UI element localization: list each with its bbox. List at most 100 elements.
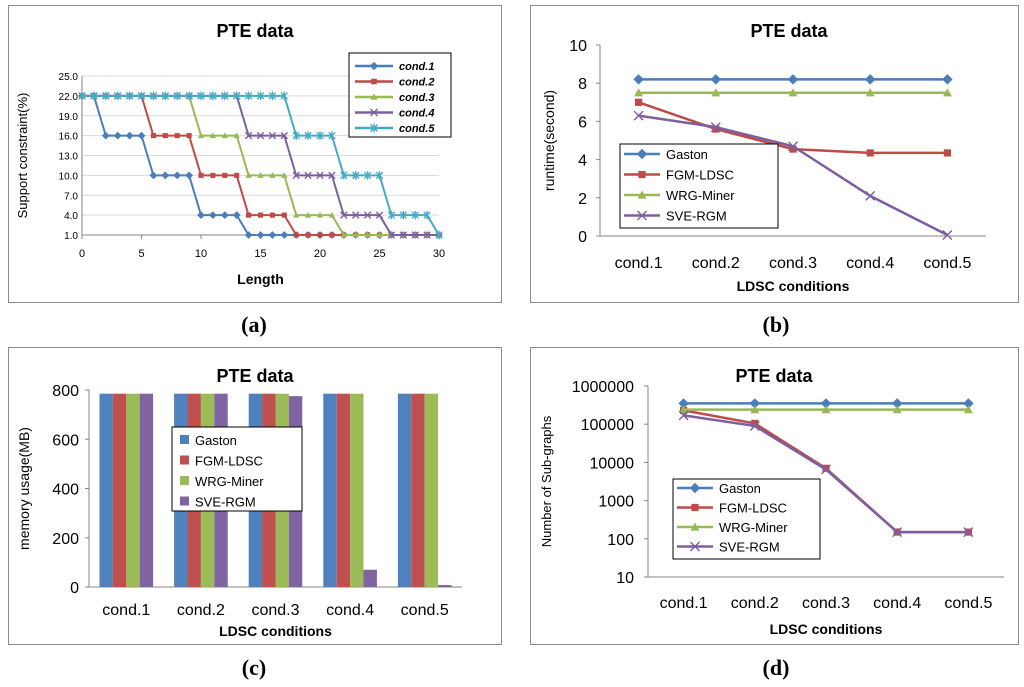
b-xtick-label: cond.4 bbox=[846, 255, 894, 272]
b-point-WRG-Miner bbox=[711, 88, 721, 97]
a-ytick-label: 25.0 bbox=[59, 72, 79, 83]
d-ytick-label: 100000 bbox=[581, 417, 634, 434]
b-point-SVE-RGM bbox=[633, 110, 644, 121]
a-point-cond.5 bbox=[316, 131, 324, 140]
d-legend-label: SVE-RGM bbox=[719, 540, 780, 555]
a-point-cond.2 bbox=[210, 172, 216, 178]
a-point-cond.2 bbox=[198, 172, 204, 178]
chart-panel-b: PTE data 0 2 4 6 8 10 cond.1 cond.2 cond.3 cond.4 c… bbox=[530, 5, 1019, 303]
b-ytick-label: 0 bbox=[578, 229, 587, 246]
a-point-cond.1 bbox=[280, 231, 289, 239]
b-point-SVE-RGM bbox=[788, 141, 798, 152]
a-legend-label: cond.4 bbox=[399, 108, 434, 120]
d-ytick-label: 100 bbox=[607, 532, 634, 549]
a-point-cond.2 bbox=[269, 212, 275, 218]
a-point-cond.4 bbox=[387, 231, 396, 239]
a-point-cond.3 bbox=[257, 172, 264, 178]
d-xtick-label: cond.2 bbox=[731, 595, 779, 612]
c-xtick-label: cond.1 bbox=[102, 602, 150, 619]
a-point-cond.1 bbox=[173, 171, 182, 180]
b-xtick-label: cond.1 bbox=[615, 255, 663, 272]
b-xtick-label: cond.3 bbox=[769, 255, 817, 272]
a-ytick-label: 1.0 bbox=[64, 231, 78, 242]
a-legend-label: cond.5 bbox=[399, 123, 435, 135]
a-xtick-label: 30 bbox=[433, 248, 445, 260]
b-point-Gaston bbox=[864, 74, 876, 85]
b-point-FGM-LDSC bbox=[789, 145, 797, 153]
a-point-cond.1 bbox=[268, 231, 277, 239]
a-legend-label: cond.2 bbox=[399, 77, 434, 89]
a-point-cond.3 bbox=[221, 132, 228, 139]
b-xlabel: LDSC conditions bbox=[737, 278, 850, 294]
a-point-cond.4 bbox=[399, 231, 407, 239]
a-point-cond.4 bbox=[340, 211, 348, 219]
a-point-cond.5 bbox=[197, 91, 205, 101]
d-legend-label: FGM-LDSC bbox=[719, 501, 787, 516]
a-point-cond.2 bbox=[222, 172, 228, 178]
d-point-WRG-Miner bbox=[963, 405, 973, 414]
b-point-Gaston bbox=[710, 74, 722, 85]
a-point-cond.2 bbox=[317, 232, 323, 238]
a-point-cond.2 bbox=[246, 212, 252, 218]
b-ytick-label: 6 bbox=[578, 114, 587, 131]
c-xtick-label: cond.5 bbox=[401, 602, 449, 619]
b-point-Gaston bbox=[942, 74, 953, 85]
chart-panel-d: PTE data 10 100 1000 10000 100000 1000000 cond.… bbox=[530, 347, 1019, 645]
d-point-SVE-RGM bbox=[678, 410, 689, 421]
d-point-FGM-LDSC bbox=[751, 419, 759, 427]
a-point-cond.5 bbox=[363, 171, 372, 180]
a-point-cond.3 bbox=[209, 132, 217, 139]
a-point-cond.4 bbox=[244, 131, 253, 140]
d-xtick-label: cond.1 bbox=[660, 595, 708, 612]
d-point-WRG-Miner bbox=[821, 405, 831, 414]
a-point-cond.3 bbox=[269, 172, 276, 178]
c-xtick-label: cond.2 bbox=[177, 602, 225, 619]
a-ytick-label: 13.0 bbox=[59, 152, 79, 163]
b-legend-label: Gaston bbox=[666, 147, 708, 162]
a-legend-label: cond.3 bbox=[399, 92, 434, 104]
c-legend-label: WRG-Miner bbox=[195, 474, 264, 489]
d-xlabel: LDSC conditions bbox=[770, 621, 883, 637]
b-point-WRG-Miner bbox=[942, 88, 952, 97]
d-legend-label: WRG-Miner bbox=[719, 520, 788, 535]
a-point-cond.4 bbox=[304, 171, 312, 180]
chart-panel-a: PTE data 1.0 4.0 7.0 10.0 13.0 16.0 19.0 22.0 25.… bbox=[8, 5, 502, 303]
d-point-SVE-RGM bbox=[749, 420, 760, 431]
d-legend-FGM-LDSC-marker bbox=[691, 503, 699, 512]
a-point-cond.4 bbox=[316, 171, 324, 180]
a-point-cond.2 bbox=[257, 212, 264, 218]
a-point-cond.3 bbox=[233, 132, 240, 139]
a-point-cond.1 bbox=[125, 131, 134, 140]
a-point-cond.5 bbox=[340, 171, 348, 180]
a-point-cond.2 bbox=[174, 133, 180, 139]
c-bar-WRG-Miner bbox=[126, 393, 140, 587]
a-point-cond.1 bbox=[149, 171, 158, 180]
c-bar-Gaston bbox=[397, 393, 412, 587]
a-xtick-label: 25 bbox=[373, 248, 385, 260]
b-point-WRG-Miner bbox=[865, 88, 875, 97]
a-legend-cond.1-marker bbox=[369, 61, 379, 71]
a-point-cond.3 bbox=[376, 231, 383, 238]
a-point-cond.5 bbox=[173, 91, 181, 101]
b-ytick-label: 10 bbox=[569, 38, 587, 55]
d-ylabel: Number of Sub-graphs bbox=[539, 415, 554, 547]
a-point-cond.4 bbox=[363, 211, 372, 219]
c-legend-swatch-SVE-RGM bbox=[180, 496, 189, 506]
b-ytick-label: 2 bbox=[578, 191, 587, 208]
a-point-cond.1 bbox=[113, 131, 122, 140]
b-point-SVE-RGM bbox=[710, 122, 721, 133]
c-ytick-label: 800 bbox=[52, 383, 79, 400]
c-xtick-label: cond.3 bbox=[251, 602, 299, 619]
a-point-cond.5 bbox=[292, 131, 300, 140]
c-bar-FGM-LDSC bbox=[411, 393, 425, 587]
a-point-cond.1 bbox=[197, 211, 205, 220]
b-legend-FGM-LDSC-marker bbox=[638, 170, 646, 179]
a-point-cond.5 bbox=[125, 91, 134, 101]
b-xtick-label: cond.2 bbox=[692, 255, 740, 272]
a-xtick-label: 10 bbox=[195, 248, 207, 260]
d-xtick-label: cond.3 bbox=[802, 595, 850, 612]
a-point-cond.3 bbox=[340, 231, 347, 238]
b-point-WRG-Miner bbox=[788, 88, 798, 97]
a-point-cond.1 bbox=[161, 171, 170, 180]
a-legend-cond.2-marker bbox=[371, 78, 377, 85]
